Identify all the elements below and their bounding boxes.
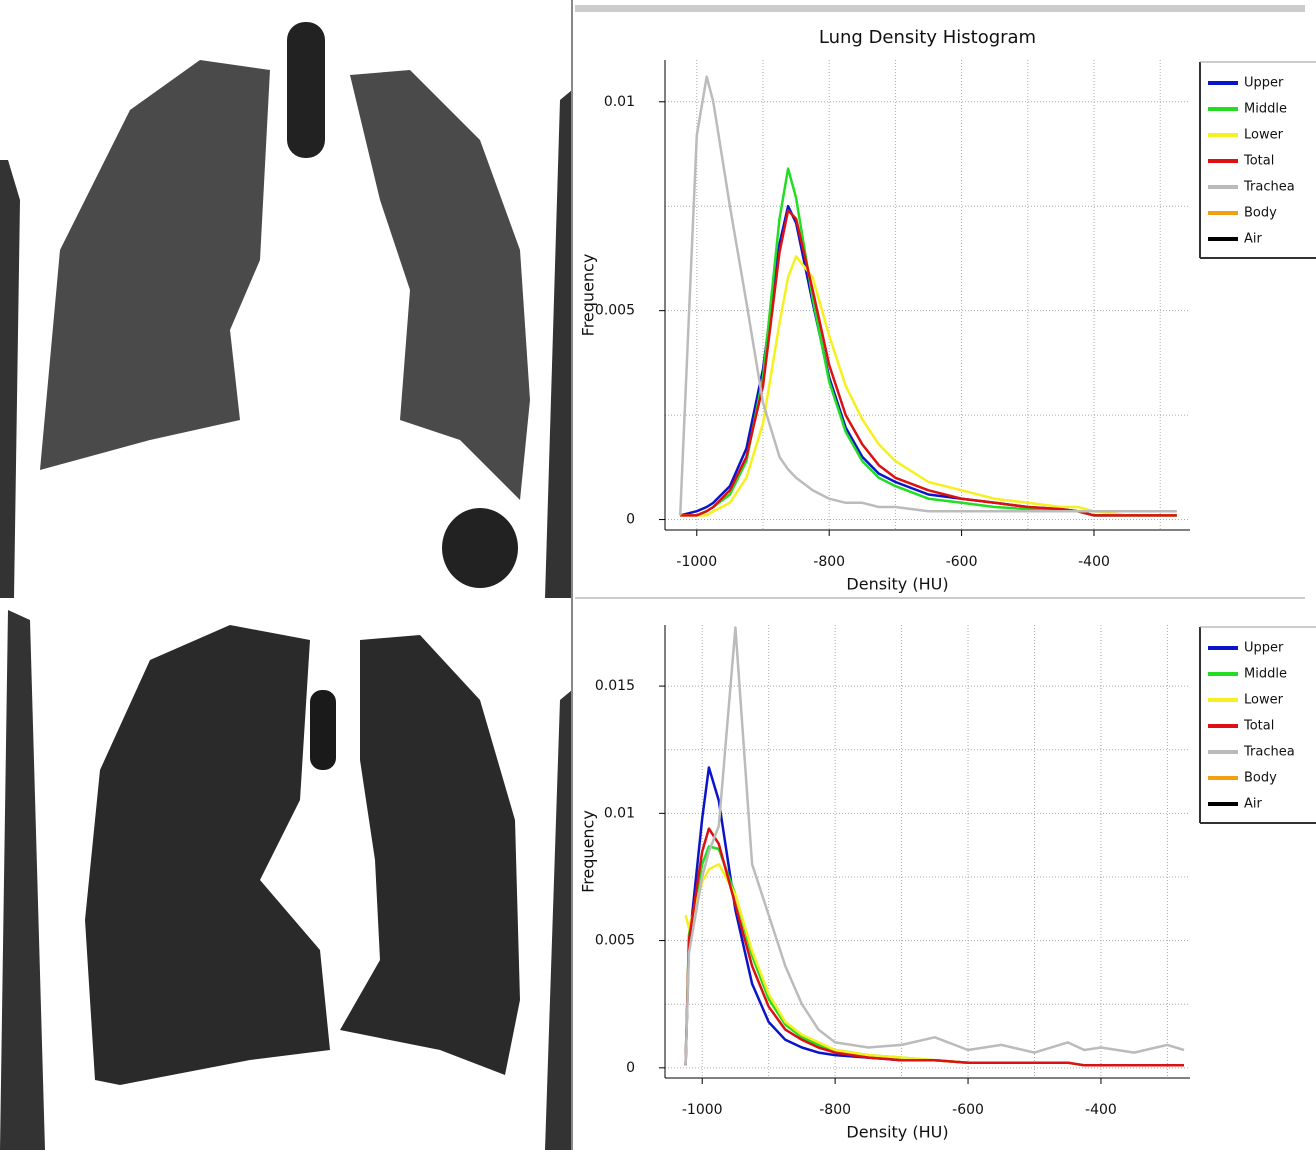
x-tick-label: -600 [946, 554, 978, 570]
legend-label: Upper [1244, 76, 1284, 91]
y-tick-label: 0.005 [595, 303, 635, 319]
legend-label: Body [1244, 771, 1277, 786]
series-line [680, 210, 1177, 515]
x-tick-label: -1000 [676, 554, 717, 570]
y-tick-label: 0 [626, 512, 635, 528]
legend-label: Body [1244, 206, 1277, 221]
series-line [686, 628, 1184, 1066]
y-axis-label: Frequency [579, 254, 598, 337]
x-tick-label: -800 [819, 1102, 851, 1118]
y-tick-label: 0.01 [604, 94, 635, 110]
series-line [686, 768, 1184, 1066]
legend-label: Lower [1244, 128, 1284, 143]
ct-top [0, 0, 572, 598]
series-line [680, 206, 1177, 515]
y-tick-label: 0.005 [595, 933, 635, 949]
page: Lung Density Histogram -1000 -800 -600 -400 0… [0, 0, 1316, 1150]
y-tick-label: 0 [626, 1060, 635, 1076]
legend-label: Upper [1244, 641, 1284, 656]
legend-label: Total [1243, 719, 1274, 734]
series-line [680, 256, 1177, 515]
chart-title: Lung Density Histogram [819, 27, 1036, 48]
legend-label: Trachea [1243, 180, 1295, 195]
series-line [680, 169, 1177, 516]
screen: Lung Density Histogram -1000 -800 -600 -400 0… [0, 0, 1316, 1150]
legend-label: Air [1244, 797, 1263, 812]
x-tick-label: -600 [952, 1102, 984, 1118]
legend-label: Air [1244, 232, 1263, 247]
legend-label: Middle [1244, 102, 1287, 117]
x-tick-label: -400 [1085, 1102, 1117, 1118]
legend-label: Lower [1244, 693, 1284, 708]
y-axis-label: Frequency [579, 810, 598, 893]
y-tick-label: 0.01 [604, 805, 635, 821]
series-line [686, 864, 1184, 1065]
y-tick-label: 0.015 [595, 678, 635, 694]
top-bar [575, 5, 1305, 12]
x-axis-label: Density (HU) [846, 575, 948, 594]
x-tick-label: -400 [1078, 554, 1110, 570]
series-line [686, 829, 1184, 1066]
x-tick-label: -1000 [682, 1102, 723, 1118]
series-line [686, 846, 1184, 1065]
legend-label: Trachea [1243, 745, 1295, 760]
legend-label: Middle [1244, 667, 1287, 682]
ct-bottom [0, 600, 572, 1150]
x-axis-label: Density (HU) [846, 1123, 948, 1142]
x-tick-label: -800 [813, 554, 845, 570]
legend-label: Total [1243, 154, 1274, 169]
